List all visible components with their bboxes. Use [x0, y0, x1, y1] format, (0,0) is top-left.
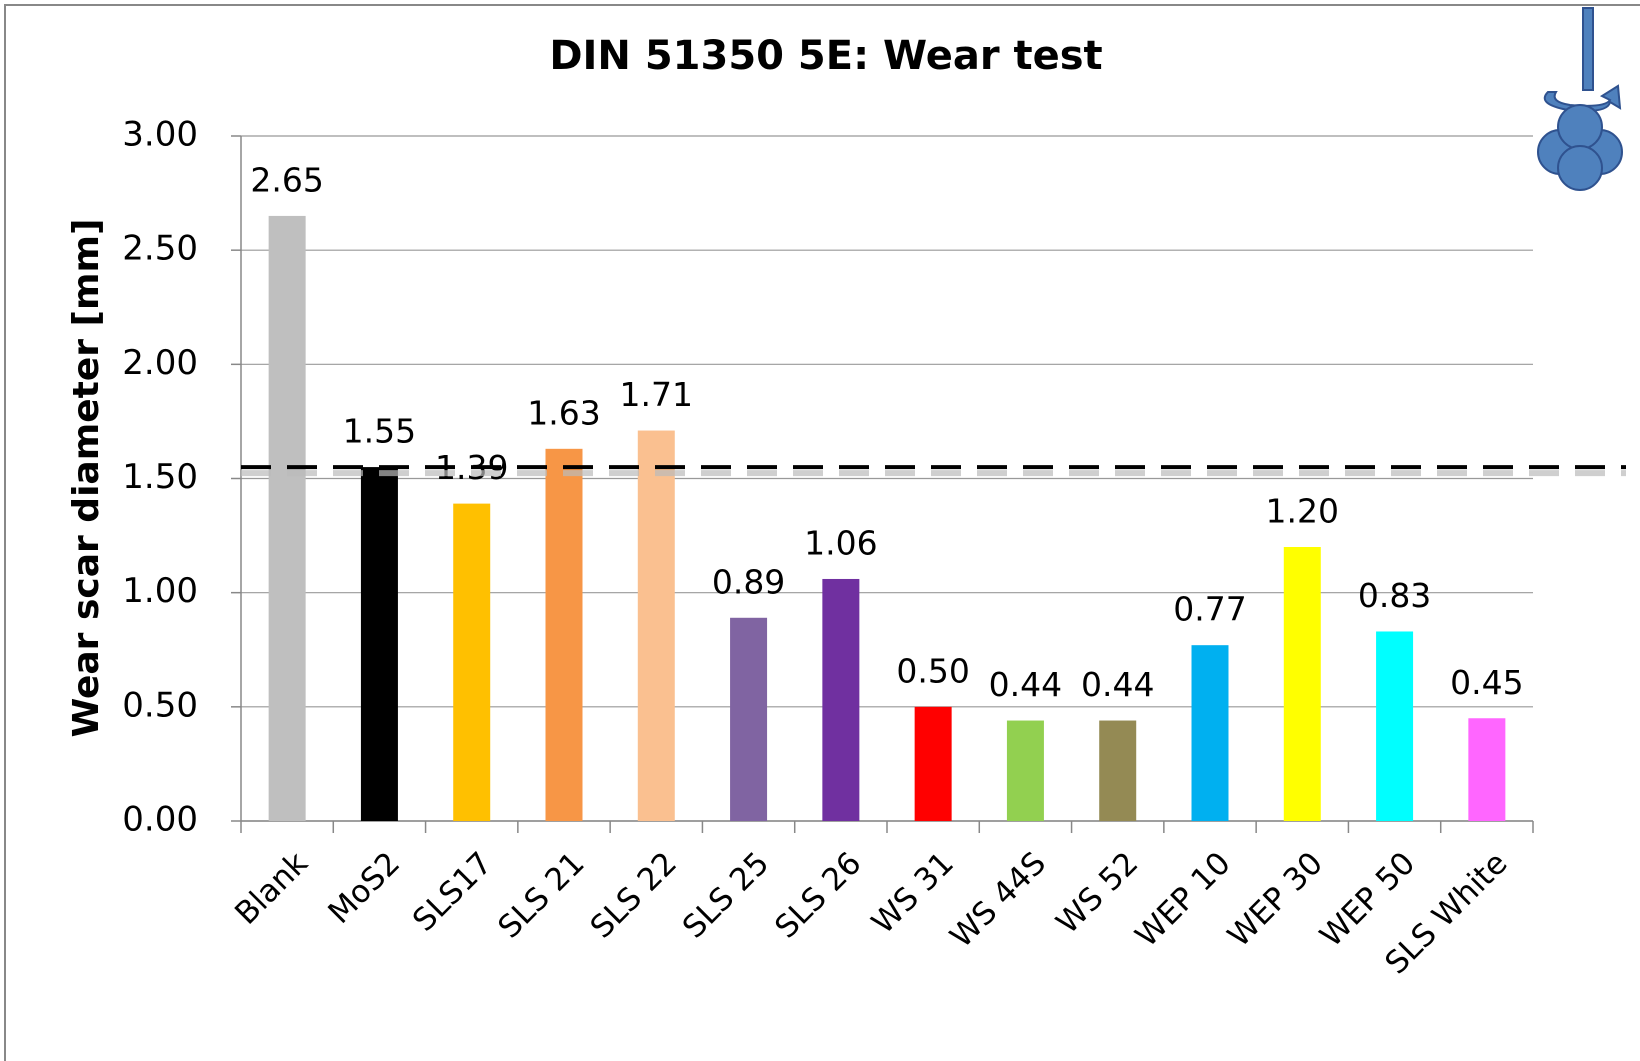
value-label: 0.83	[1358, 576, 1431, 615]
y-tick-label: 2.00	[122, 343, 198, 383]
bar	[268, 215, 306, 821]
bar	[730, 617, 768, 821]
bar	[637, 430, 675, 821]
y-tick-label: 1.50	[122, 457, 198, 497]
bar	[1468, 718, 1506, 821]
value-label: 1.20	[1266, 492, 1339, 531]
value-label: 1.71	[620, 375, 693, 414]
value-label: 0.44	[989, 665, 1062, 704]
value-label: 1.63	[527, 393, 600, 432]
y-tick-label: 2.50	[122, 229, 198, 269]
bar	[822, 578, 860, 821]
value-label: 1.06	[804, 523, 877, 562]
y-tick-label: 3.00	[122, 115, 198, 155]
value-label: 1.55	[343, 412, 416, 451]
bar	[1006, 720, 1044, 821]
value-label: 0.50	[896, 651, 969, 690]
bar	[453, 503, 491, 821]
y-tick-label: 0.00	[122, 800, 198, 840]
value-label: 0.45	[1450, 663, 1523, 702]
bar	[1376, 631, 1414, 821]
value-label: 0.77	[1173, 590, 1246, 629]
bar	[914, 706, 952, 821]
bar	[1099, 720, 1137, 821]
bar	[360, 467, 398, 821]
bar	[1191, 645, 1229, 821]
value-label: 0.89	[712, 562, 785, 601]
y-tick-label: 1.00	[122, 571, 198, 611]
icon	[1537, 7, 1623, 191]
bar	[545, 448, 583, 821]
chart-title: DIN 51350 5E: Wear test	[549, 33, 1102, 79]
value-label: 0.44	[1081, 665, 1154, 704]
y-tick-label: 0.50	[122, 685, 198, 725]
y-axis-label: Wear scar diameter [mm]	[66, 219, 107, 738]
bar	[1283, 547, 1321, 821]
value-label: 2.65	[250, 160, 323, 199]
